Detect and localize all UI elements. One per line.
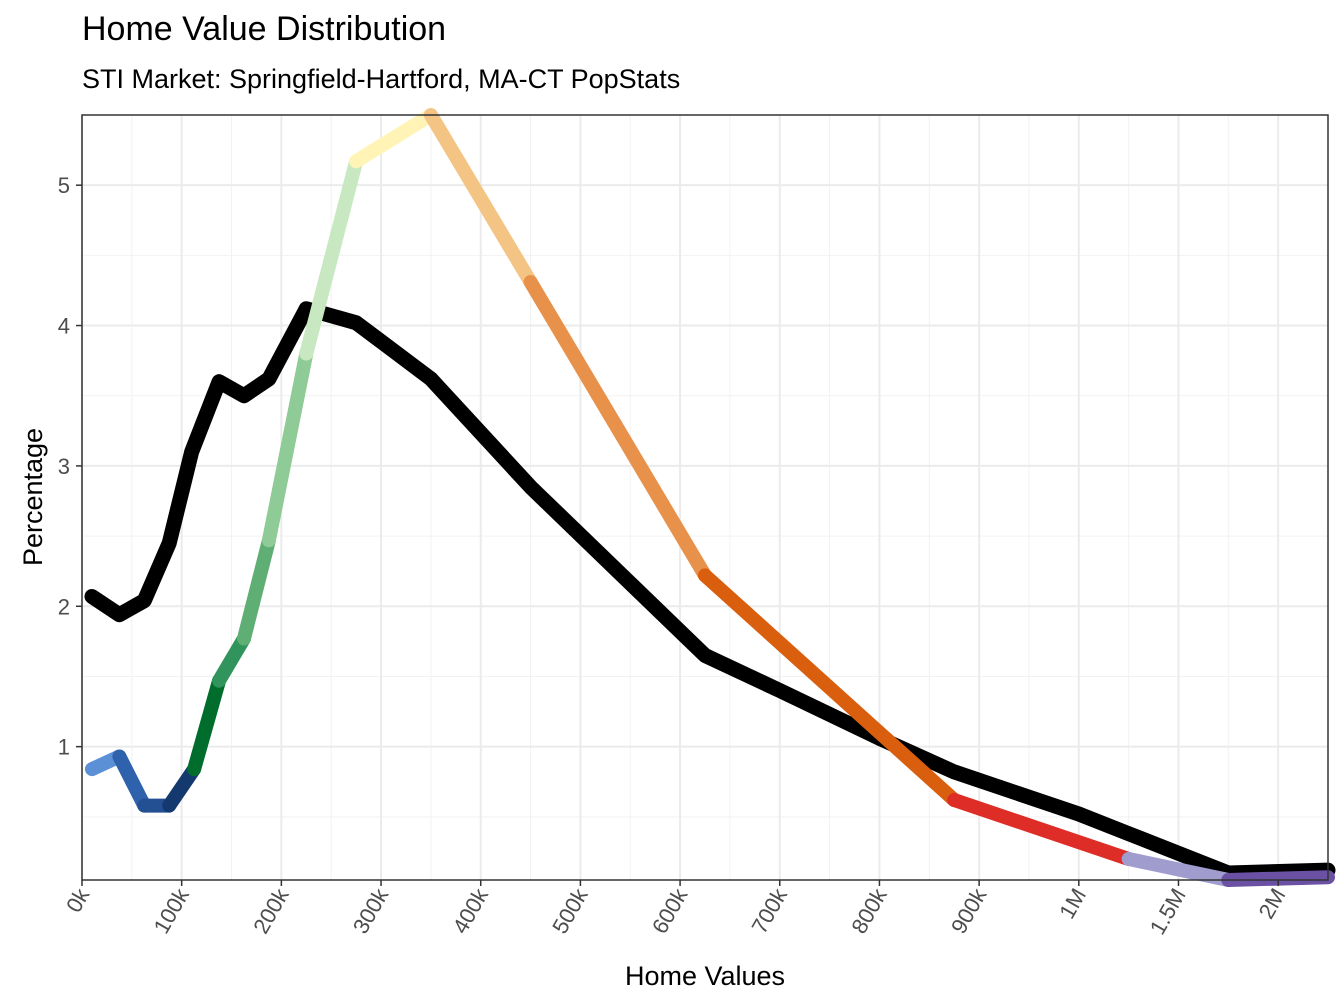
- x-tick-label: 1.5M: [1145, 884, 1191, 939]
- series-segment-colored: [1121, 851, 1236, 887]
- series-layer: [84, 108, 1336, 887]
- grid-layer: [81, 115, 1328, 880]
- series-segment-colored: [261, 346, 314, 548]
- series-line-black: [84, 301, 1336, 881]
- y-tick-label: 4: [58, 314, 70, 339]
- y-tick-label: 5: [58, 173, 70, 198]
- series-segment-colored: [187, 673, 227, 777]
- y-tick-label: 3: [58, 454, 70, 479]
- x-tick-label: 400k: [448, 883, 494, 938]
- series-segment-colored: [236, 533, 276, 646]
- x-tick-label: 100k: [149, 883, 195, 938]
- x-tick-label: 200k: [248, 883, 294, 938]
- series-segment-colored: [112, 749, 152, 813]
- series-segment-colored: [212, 631, 251, 688]
- series-segment-colored: [423, 108, 538, 290]
- x-tick-label: 900k: [946, 883, 992, 938]
- series-segment-colored: [947, 792, 1136, 866]
- x-axis-title: Home Values: [625, 961, 785, 991]
- x-tick-label: 0k: [61, 883, 95, 916]
- x-tick-label: 600k: [647, 883, 693, 938]
- x-tick-label: 300k: [348, 883, 394, 938]
- x-tick-label: 800k: [846, 883, 892, 938]
- series-segment-colored: [698, 568, 962, 807]
- y-tick-label: 2: [58, 594, 70, 619]
- chart-title: Home Value Distribution: [82, 10, 447, 48]
- series-segment-colored: [299, 154, 364, 361]
- series-segment-colored: [523, 275, 712, 583]
- panel-border: [81, 114, 1329, 881]
- chart-subtitle: STI Market: Springfield-Hartford, MA-CT …: [82, 64, 681, 94]
- x-tick-label: 500k: [547, 883, 593, 938]
- y-tick-label: 1: [58, 735, 70, 760]
- x-tick-label: 700k: [747, 883, 793, 938]
- series-segment-colored: [349, 108, 438, 169]
- series-segment-colored: [162, 762, 202, 813]
- y-axis-title: Percentage: [18, 428, 48, 566]
- x-tick-label: 2M: [1254, 884, 1291, 923]
- x-tick-label: 1M: [1054, 884, 1091, 923]
